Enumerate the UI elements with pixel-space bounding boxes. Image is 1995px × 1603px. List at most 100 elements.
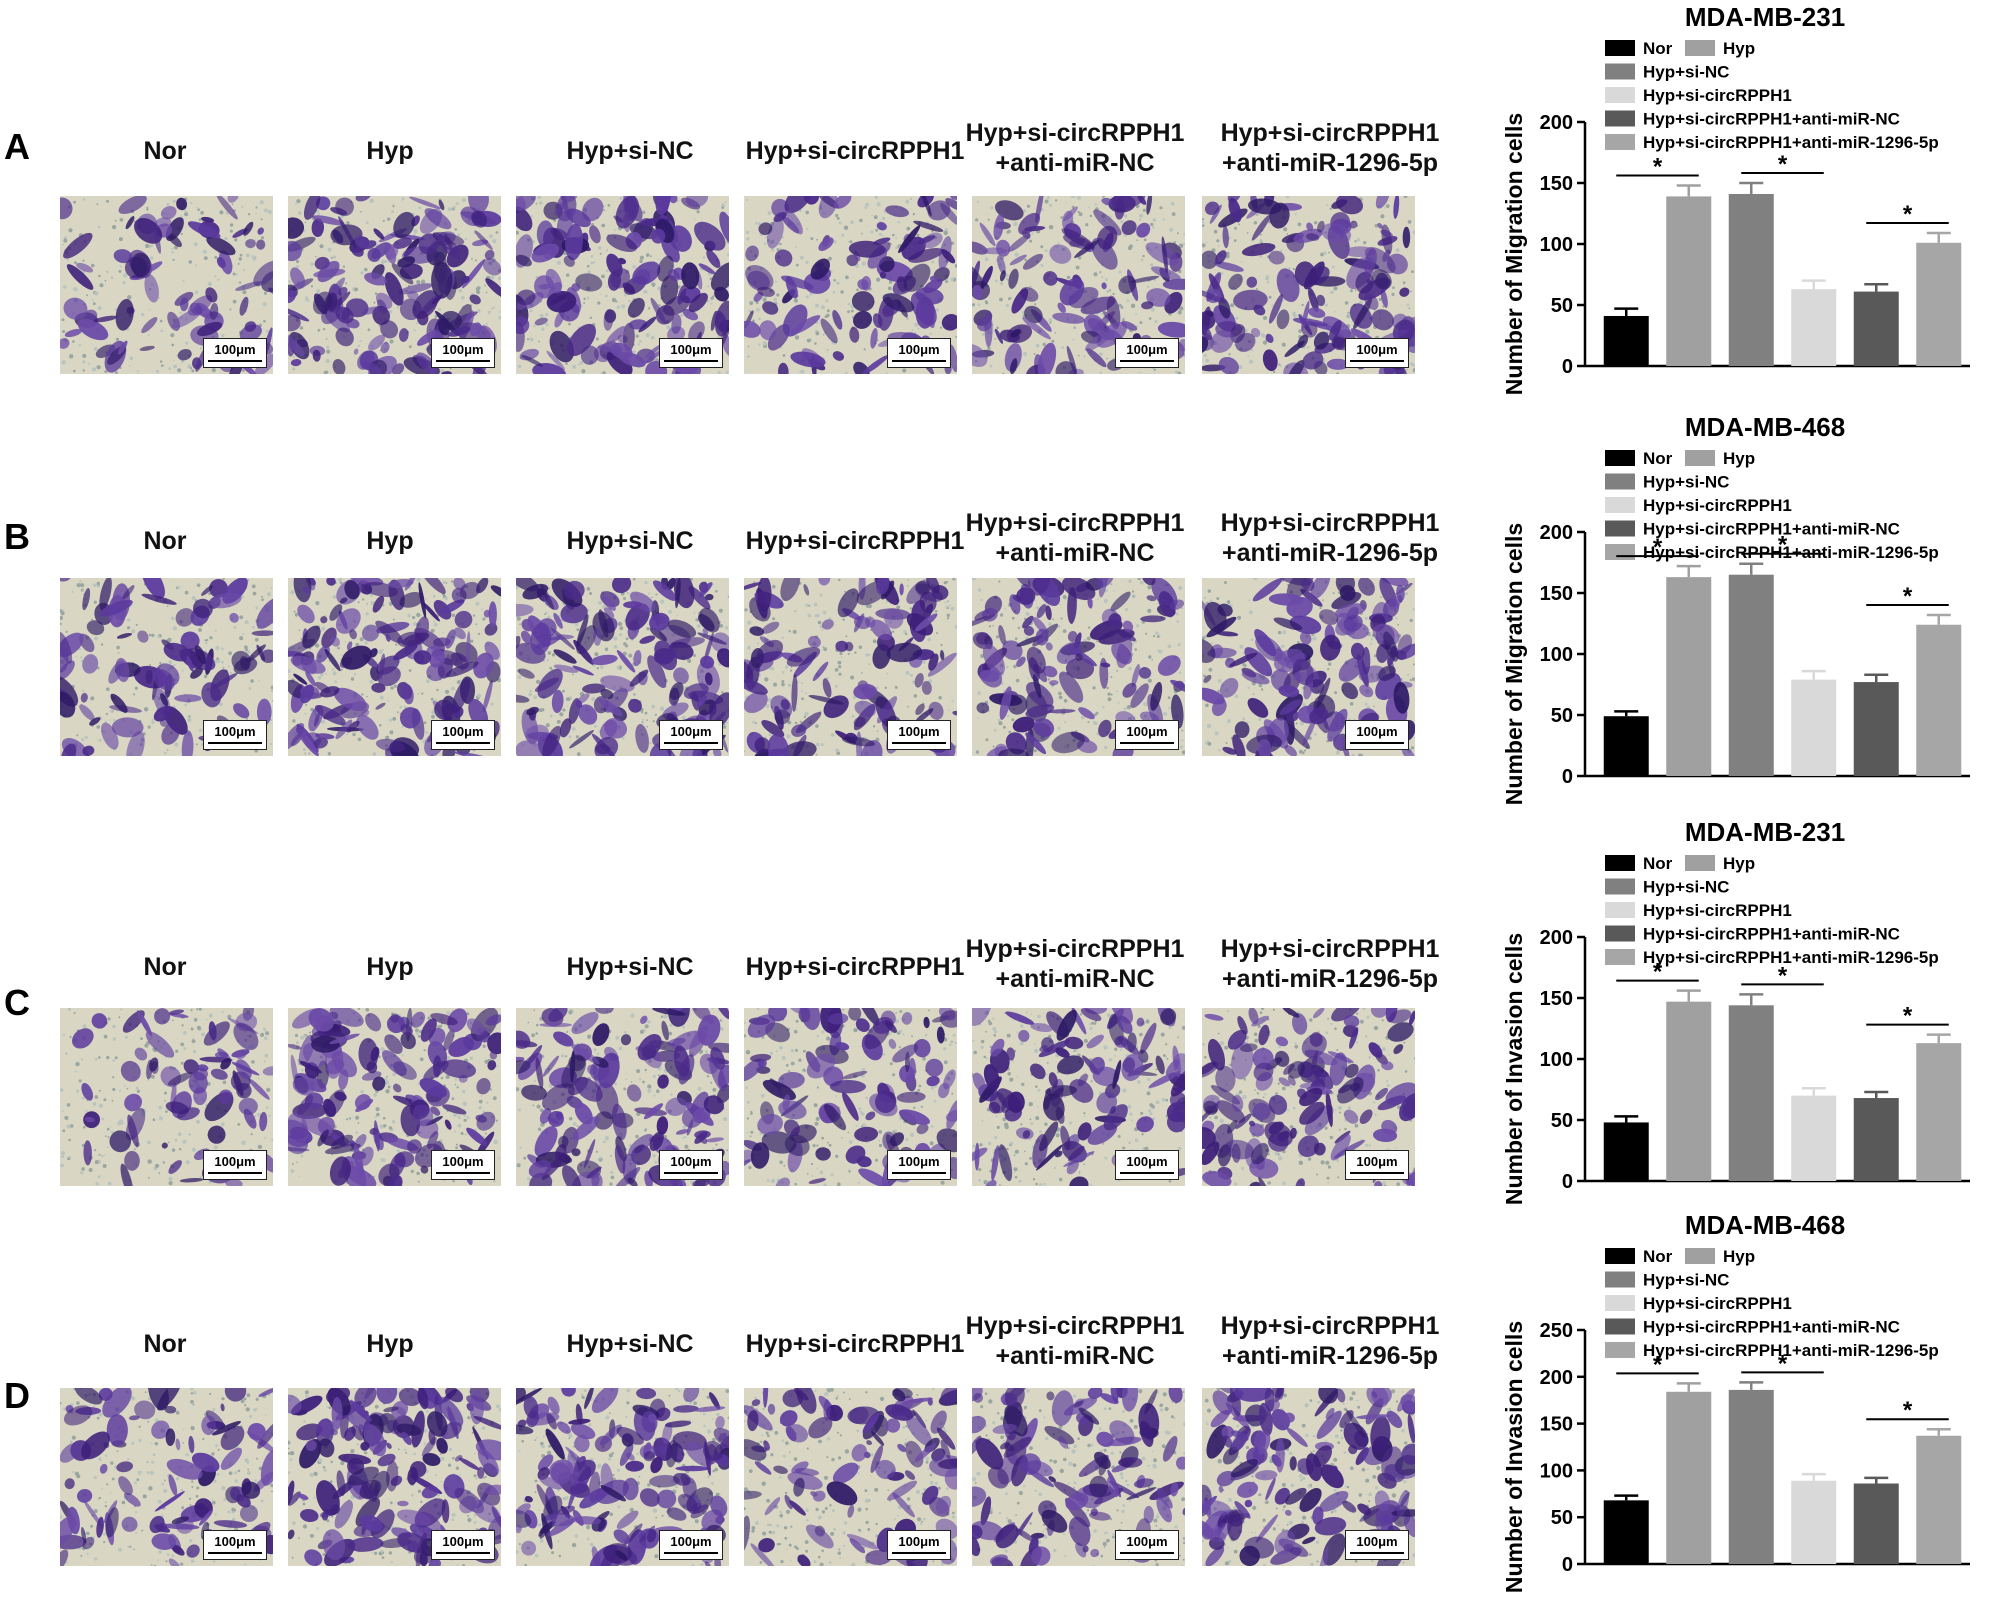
y-axis-label: Number of Invasion cells [1501,1321,1527,1593]
y-tick-label: 0 [1562,356,1573,378]
y-axis-label: Number of Invasion cells [1501,933,1527,1205]
image-label: Hyp [260,526,520,556]
legend-label: Hyp+si-circRPPH1+anti-miR-NC [1643,1318,1900,1337]
image-label: Nor [35,526,295,556]
chart-title: MDA-MB-231 [1685,2,1845,32]
image-label: Hyp+si-NC [500,952,760,982]
scale-bar: 100μm [887,338,951,368]
legend-label: Hyp+si-NC [1643,878,1729,897]
chart-title: MDA-MB-468 [1685,412,1845,442]
image-label: Hyp+si-circRPPH1 +anti-miR-1296-5p [1200,934,1460,994]
scale-bar: 100μm [431,1530,495,1560]
scale-bar-label: 100μm [442,1154,483,1169]
scale-bar-label: 100μm [1126,1534,1167,1549]
scale-bar-line [1350,1172,1404,1174]
significance-marker: * [1903,583,1913,610]
bar [1604,1500,1649,1564]
panel-letter-b: B [4,516,30,558]
scale-bar-label: 100μm [670,342,711,357]
bar [1666,1002,1711,1181]
legend-swatch [1605,134,1635,150]
scale-bar-line [436,742,490,744]
scale-bar: 100μm [203,338,267,368]
significance-marker: * [1653,534,1663,561]
y-tick-label: 100 [1540,644,1573,666]
scale-bar-label: 100μm [1356,1534,1397,1549]
bar [1916,1436,1961,1564]
scale-bar: 100μm [659,1150,723,1180]
significance-marker: * [1778,962,1788,989]
scale-bar-line [208,742,262,744]
legend-label: Nor [1643,39,1673,58]
image-label: Hyp [260,1329,520,1359]
legend-swatch [1605,926,1635,942]
bar [1791,1481,1836,1564]
scale-bar: 100μm [431,338,495,368]
scale-bar-line [1120,742,1174,744]
chart-title: MDA-MB-231 [1685,817,1845,847]
y-tick-label: 100 [1540,1049,1573,1071]
scale-bar: 100μm [1115,1530,1179,1560]
y-tick-label: 250 [1540,1320,1573,1342]
bar [1604,716,1649,776]
panel-letter-c: C [4,982,30,1024]
legend-swatch [1685,855,1715,871]
y-axis-label: Number of Migration cells [1501,523,1527,805]
legend-label: Hyp+si-circRPPH1 [1643,86,1792,105]
scale-bar-label: 100μm [1126,724,1167,739]
legend-label: Hyp [1723,39,1755,58]
y-tick-label: 100 [1540,234,1573,256]
scale-bar-line [436,1552,490,1554]
scale-bar-label: 100μm [898,724,939,739]
legend-label: Hyp+si-circRPPH1 [1643,1294,1792,1313]
bar [1791,289,1836,366]
legend-label: Nor [1643,854,1673,873]
image-label: Hyp+si-circRPPH1 +anti-miR-NC [945,118,1205,178]
scale-bar-line [892,360,946,362]
scale-bar: 100μm [659,1530,723,1560]
legend-label: Hyp+si-NC [1643,63,1729,82]
legend-swatch [1605,521,1635,537]
significance-marker: * [1778,532,1788,559]
image-label: Nor [35,952,295,982]
scale-bar-label: 100μm [670,724,711,739]
scale-bar-line [664,1552,718,1554]
legend-label: Hyp+si-NC [1643,1271,1729,1290]
scale-bar-label: 100μm [670,1154,711,1169]
bar [1729,1005,1774,1181]
legend-swatch [1605,949,1635,965]
scale-bar-line [208,360,262,362]
legend-label: Hyp+si-circRPPH1+anti-miR-1296-5p [1643,543,1939,562]
legend-swatch [1605,1295,1635,1311]
significance-marker: * [1653,1351,1663,1378]
y-tick-label: 150 [1540,173,1573,195]
significance-marker: * [1778,1350,1788,1377]
scale-bar-label: 100μm [670,1534,711,1549]
bar [1854,1484,1899,1564]
image-label: Hyp+si-circRPPH1 +anti-miR-NC [945,1311,1205,1371]
significance-marker: * [1903,1397,1913,1424]
legend-swatch [1685,450,1715,466]
scale-bar: 100μm [1345,1530,1409,1560]
legend-swatch [1605,111,1635,127]
panel-letter-a: A [4,126,30,168]
scale-bar-label: 100μm [1126,1154,1167,1169]
y-tick-label: 200 [1540,112,1573,134]
legend-swatch [1685,40,1715,56]
scale-bar: 100μm [431,1150,495,1180]
legend-swatch [1605,87,1635,103]
scale-bar-line [1350,742,1404,744]
scale-bar-line [208,1552,262,1554]
bar-chart: MDA-MB-231 Nor Hyp Hyp+si-NC Hyp+si-circRPPH… [1500,0,1995,400]
legend-swatch [1605,64,1635,80]
bar [1916,625,1961,776]
legend-label: Hyp+si-circRPPH1+anti-miR-1296-5p [1643,948,1939,967]
image-label: Hyp+si-circRPPH1 +anti-miR-1296-5p [1200,1311,1460,1371]
scale-bar-line [664,742,718,744]
y-tick-label: 50 [1551,1110,1573,1132]
scale-bar: 100μm [659,720,723,750]
scale-bar-label: 100μm [214,1154,255,1169]
image-label: Hyp [260,136,520,166]
